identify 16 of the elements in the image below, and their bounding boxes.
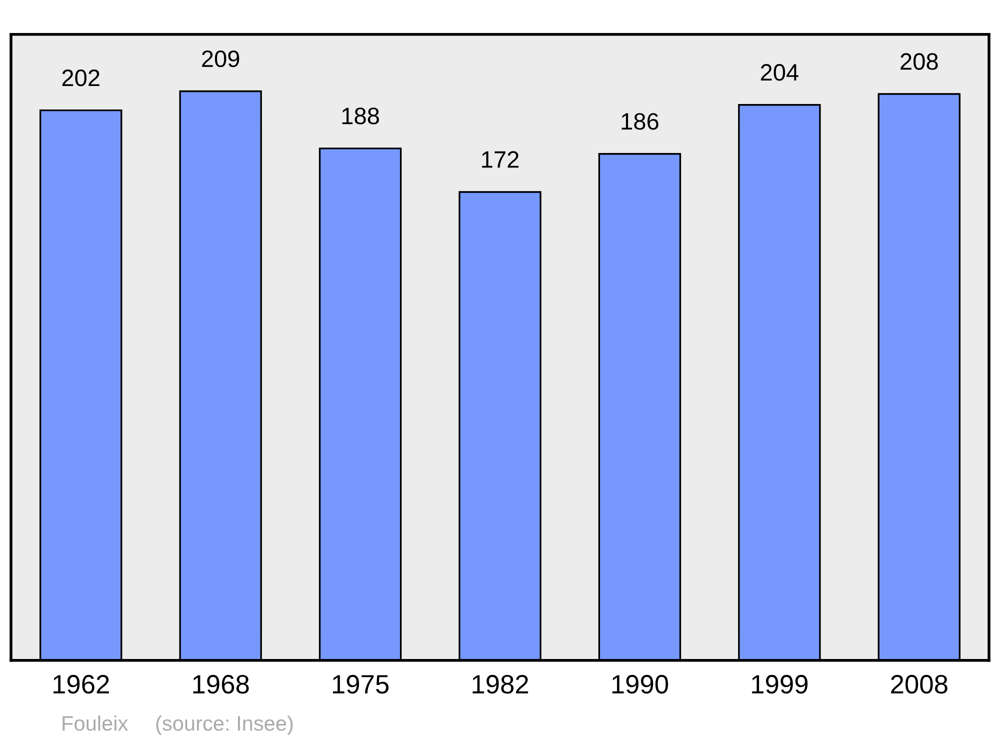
x-tick-label: 1982 (472, 674, 528, 694)
x-tick-label: 1962 (54, 674, 109, 694)
x-tick-label: 1975 (332, 674, 389, 694)
data-label: 208 (900, 53, 938, 70)
data-label: 209 (202, 50, 240, 68)
data-label: 188 (342, 108, 379, 124)
text: Fouleix (62, 715, 128, 731)
text: (source: Insee) (156, 715, 293, 735)
x-tick-label: 2008 (891, 674, 948, 694)
x-tick-label: 1999 (752, 674, 808, 694)
data-label: 172 (482, 151, 519, 168)
x-tick-label: 1990 (612, 674, 668, 694)
data-label: 202 (62, 70, 100, 86)
x-tick-label: 1968 (193, 674, 249, 694)
data-label: 204 (760, 64, 798, 81)
data-label: 186 (622, 113, 658, 130)
